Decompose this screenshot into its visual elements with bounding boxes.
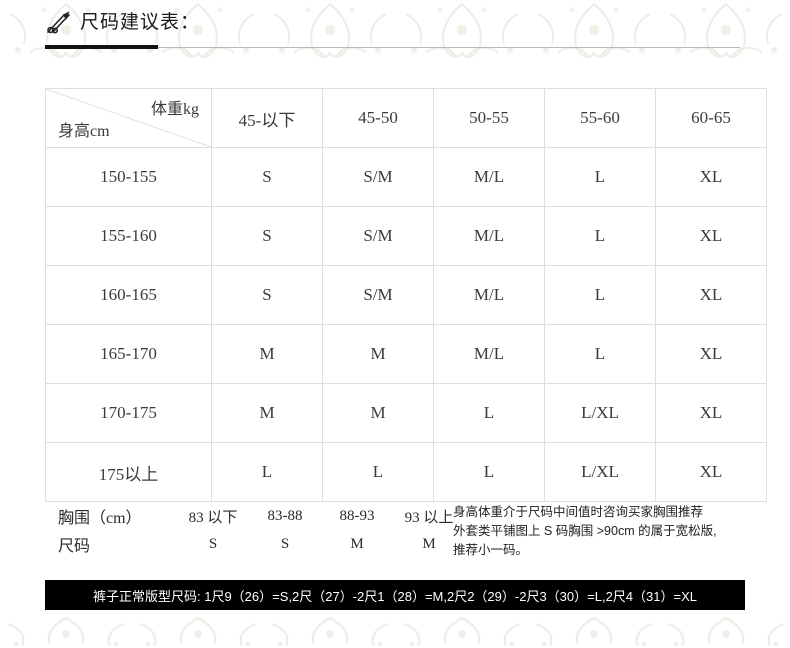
cell-0-1: S/M <box>322 147 434 207</box>
bust-value-2: 88-93 <box>339 507 375 524</box>
cell-2-0: S <box>211 265 323 325</box>
size-value-0: S <box>208 535 218 552</box>
page-title: 尺码建议表： <box>45 10 200 36</box>
cell-5-3: L/XL <box>544 442 656 502</box>
table-row: 165-170 M M M/L L XL <box>45 324 767 384</box>
bust-value-1: 83-88 <box>267 507 303 524</box>
cell-1-3: L <box>544 206 656 266</box>
size-table: 体重kg 身高cm 45-以下 45-50 50-55 55-60 60-65 … <box>45 88 767 502</box>
cell-3-0: M <box>211 324 323 384</box>
bust-label: 胸围（cm） <box>58 510 142 527</box>
cell-5-2: L <box>433 442 545 502</box>
pants-size-banner: 裤子正常版型尺码: 1尺9（26）=S,2尺（27）-2尺1（28）=M,2尺2… <box>45 580 745 610</box>
cell-3-4: XL <box>655 324 767 384</box>
cell-4-0: M <box>211 383 323 443</box>
bust-row: 胸围（cm） 83 以下 83-88 88-93 93 以上 <box>57 502 465 530</box>
cell-0-2: M/L <box>433 147 545 207</box>
row-header-2: 160-165 <box>45 265 212 325</box>
cell-4-1: M <box>322 383 434 443</box>
cell-5-1: L <box>322 442 434 502</box>
axis-label-height: 身高cm <box>58 123 110 140</box>
footer-note-line-1: 外套类平铺图上 S 码胸围 >90cm 的属于宽松版, <box>453 524 717 538</box>
cell-1-0: S <box>211 206 323 266</box>
cell-3-1: M <box>322 324 434 384</box>
column-header-4: 60-65 <box>655 88 767 148</box>
column-header-0: 45-以下 <box>211 88 323 148</box>
cell-0-3: L <box>544 147 656 207</box>
size-label: 尺码 <box>58 538 91 555</box>
cell-1-4: XL <box>655 206 767 266</box>
cell-0-4: XL <box>655 147 767 207</box>
size-row: 尺码 S S M M <box>57 530 465 558</box>
table-row: 160-165 S S/M M/L L XL <box>45 265 767 325</box>
size-value-3: M <box>422 535 436 552</box>
row-header-5: 175以上 <box>45 442 212 502</box>
cell-2-2: M/L <box>433 265 545 325</box>
axis-label-weight: 体重kg <box>150 101 199 118</box>
row-header-0: 150-155 <box>45 147 212 207</box>
cell-2-1: S/M <box>322 265 434 325</box>
row-header-4: 170-175 <box>45 383 212 443</box>
footer-section: 胸围（cm） 83 以下 83-88 88-93 93 以上 尺码 S S M … <box>45 497 750 565</box>
cell-3-3: L <box>544 324 656 384</box>
footer-notes: 身高体重介于尺码中间值时咨询买家胸围推荐 外套类平铺图上 S 码胸围 >90cm… <box>453 503 753 560</box>
cell-4-2: L <box>433 383 545 443</box>
page-title-text: 尺码建议表： <box>80 12 201 33</box>
table-header-row: 体重kg 身高cm 45-以下 45-50 50-55 55-60 60-65 <box>45 88 767 148</box>
axis-corner-cell: 体重kg 身高cm <box>45 88 212 148</box>
table-row: 175以上 L L L L/XL XL <box>45 442 767 502</box>
table-row: 170-175 M M L L/XL XL <box>45 383 767 443</box>
cell-2-4: XL <box>655 265 767 325</box>
cell-2-3: L <box>544 265 656 325</box>
table-row: 155-160 S S/M M/L L XL <box>45 206 767 266</box>
row-header-3: 165-170 <box>45 324 212 384</box>
cell-4-3: L/XL <box>544 383 656 443</box>
size-value-2: M <box>350 535 364 552</box>
row-header-1: 155-160 <box>45 206 212 266</box>
cell-4-4: XL <box>655 383 767 443</box>
bust-value-3: 93 以上 <box>404 509 454 526</box>
column-header-3: 55-60 <box>544 88 656 148</box>
cell-5-4: XL <box>655 442 767 502</box>
cell-1-1: S/M <box>322 206 434 266</box>
bust-size-grid: 胸围（cm） 83 以下 83-88 88-93 93 以上 尺码 S S M … <box>57 502 465 558</box>
scissors-pen-icon <box>45 10 71 36</box>
column-header-1: 45-50 <box>322 88 434 148</box>
footer-note-line-2: 推荐小一码。 <box>453 543 529 557</box>
title-divider-accent <box>45 45 158 49</box>
cell-3-2: M/L <box>433 324 545 384</box>
bust-value-0: 83 以下 <box>188 509 238 526</box>
size-value-1: S <box>280 535 290 552</box>
table-row: 150-155 S S/M M/L L XL <box>45 147 767 207</box>
cell-1-2: M/L <box>433 206 545 266</box>
column-header-2: 50-55 <box>433 88 545 148</box>
footer-note-line-0: 身高体重介于尺码中间值时咨询买家胸围推荐 <box>453 505 704 519</box>
cell-0-0: S <box>211 147 323 207</box>
cell-5-0: L <box>211 442 323 502</box>
